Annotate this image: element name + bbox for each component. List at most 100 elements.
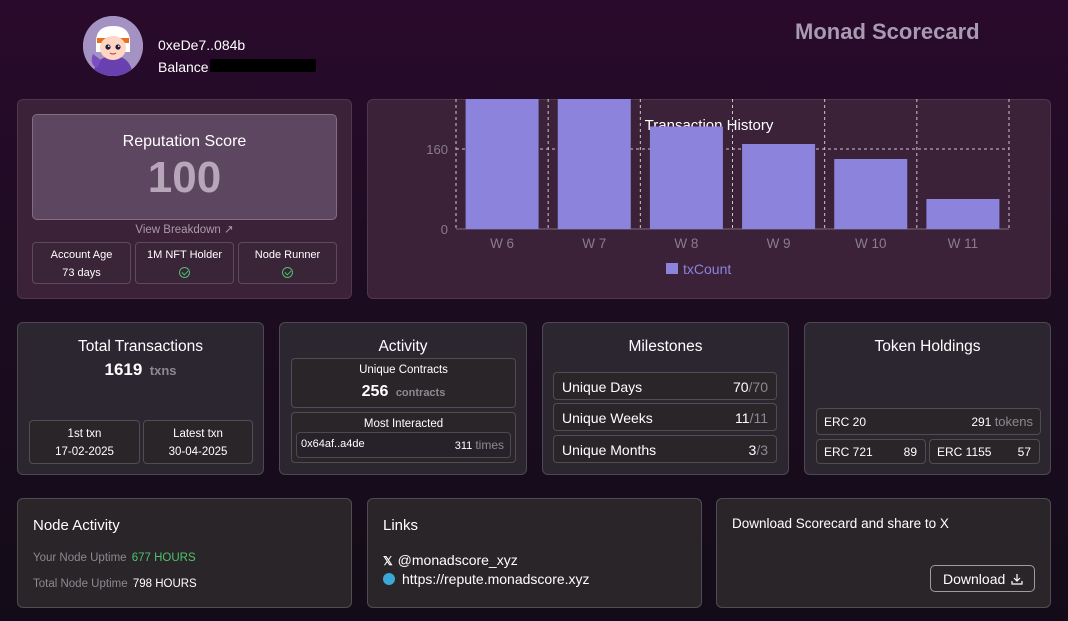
latest-txn-label: Latest txn	[173, 428, 223, 440]
legend-swatch	[666, 263, 678, 274]
nft-holder-badge: 1M NFT Holder	[135, 242, 234, 284]
unique-contracts-box: Unique Contracts 256 contracts	[291, 358, 516, 408]
erc20-value: 291	[971, 415, 992, 429]
erc1155-box: ERC 1155 57	[929, 439, 1040, 464]
download-text: Download Scorecard and share to X	[732, 516, 949, 531]
erc721-box: ERC 721 89	[816, 439, 926, 464]
erc721-value: 89	[903, 445, 917, 459]
chart-bar	[465, 99, 539, 229]
x-tick-label: W 9	[767, 236, 791, 251]
links-card: Links 𝕏 @monadscore_xyz https://repute.mo…	[367, 498, 702, 608]
milestones-title: Milestones	[628, 338, 703, 355]
activity-title: Activity	[378, 338, 428, 355]
milestone-row-months: Unique Months 3/3	[553, 435, 777, 463]
check-circle-icon	[282, 267, 293, 278]
unique-contracts-label: Unique Contracts	[359, 364, 448, 376]
globe-icon	[383, 573, 395, 585]
milestone-total: /70	[748, 379, 768, 395]
milestone-label: Unique Days	[562, 379, 643, 395]
chart-bar	[557, 99, 631, 229]
y-tick-label: 0	[441, 222, 448, 237]
account-age-label: Account Age	[50, 249, 113, 261]
first-txn-label: 1st txn	[67, 428, 102, 440]
most-interacted-row: 0x64af..a4de 311 times	[296, 432, 511, 458]
most-interacted-address[interactable]: 0x64af..a4de	[301, 438, 365, 450]
unique-contracts-unit: contracts	[395, 387, 446, 399]
erc20-box: ERC 20 291 tokens	[816, 408, 1041, 435]
reputation-title: Reputation Score	[122, 133, 247, 150]
total-transactions-count: 1619	[104, 360, 143, 379]
reputation-score-box: Reputation Score 100	[32, 114, 337, 220]
most-interacted-box: Most Interacted 0x64af..a4de 311 times	[291, 412, 516, 463]
milestone-row-weeks: Unique Weeks 11/11	[553, 403, 777, 431]
x-tick-label: W 6	[490, 236, 514, 251]
latest-txn-date: 30-04-2025	[168, 446, 228, 458]
x-logo-icon: 𝕏	[383, 554, 393, 568]
activity-card: Activity Unique Contracts 256 contracts …	[279, 322, 527, 475]
y-tick-label: 160	[426, 142, 448, 157]
account-age-value: 73 days	[62, 267, 101, 279]
node-activity-card: Node Activity Your Node Uptime 677 HOURS…	[17, 498, 352, 608]
erc20-label: ERC 20	[824, 415, 867, 429]
erc1155-label: ERC 1155	[937, 445, 992, 459]
website-link[interactable]: https://repute.monadscore.xyz	[383, 571, 590, 587]
download-button[interactable]: Download	[930, 565, 1035, 592]
links-title: Links	[383, 517, 419, 534]
total-transactions-unit: txns	[149, 363, 177, 378]
milestone-label: Unique Months	[562, 442, 657, 458]
node-runner-label: Node Runner	[254, 249, 321, 261]
total-uptime-label: Total Node Uptime	[33, 578, 128, 590]
check-circle-icon	[179, 267, 190, 278]
node-activity-title: Node Activity	[33, 517, 120, 534]
avatar	[83, 16, 143, 76]
x-link[interactable]: 𝕏 @monadscore_xyz	[383, 552, 518, 568]
brand-title: Monad Scorecard	[795, 19, 980, 44]
your-uptime-value: 677 HOURS	[131, 552, 196, 564]
milestone-total: /3	[756, 442, 768, 458]
total-uptime-value: 798 HOURS	[132, 578, 197, 590]
milestone-label: Unique Weeks	[562, 410, 653, 426]
milestone-total: /11	[749, 410, 768, 426]
erc20-unit: tokens	[994, 414, 1033, 429]
download-icon	[1011, 574, 1023, 585]
first-txn-box: 1st txn 17-02-2025	[29, 420, 140, 464]
most-interacted-unit: times	[475, 438, 504, 452]
most-interacted-count: 311	[454, 440, 473, 452]
download-label: Download	[943, 571, 1006, 587]
your-uptime-label: Your Node Uptime	[33, 552, 127, 564]
total-transactions-card: Total Transactions 1619 txns 1st txn 17-…	[17, 322, 264, 475]
milestone-value: 11	[735, 410, 750, 426]
unique-contracts-value: 256	[361, 383, 389, 400]
milestone-row-days: Unique Days 70/70	[553, 372, 777, 400]
token-holdings-title: Token Holdings	[874, 338, 981, 355]
chart-bar	[926, 199, 1000, 229]
erc1155-value: 57	[1017, 445, 1031, 459]
balance-label: Balance	[158, 59, 209, 75]
x-tick-label: W 8	[674, 236, 698, 251]
latest-txn-box: Latest txn 30-04-2025	[143, 420, 253, 464]
x-tick-label: W 10	[855, 236, 887, 251]
nft-holder-label: 1M NFT Holder	[147, 249, 222, 261]
reputation-score: 100	[147, 153, 222, 202]
balance-redacted	[210, 59, 316, 72]
legend-label: txCount	[683, 261, 731, 277]
chart-bar	[742, 144, 816, 229]
x-tick-label: W 11	[948, 236, 979, 251]
milestone-value: 70	[732, 379, 749, 395]
total-transactions-title: Total Transactions	[78, 338, 203, 355]
first-txn-date: 17-02-2025	[55, 446, 114, 458]
milestone-value: 3	[748, 442, 757, 458]
cartoon-avatar-icon	[83, 16, 143, 76]
x-tick-label: W 7	[582, 236, 606, 251]
token-holdings-card: Token Holdings ERC 20 291 tokens ERC 721…	[804, 322, 1051, 475]
most-interacted-label: Most Interacted	[363, 418, 444, 430]
website-url: https://repute.monadscore.xyz	[402, 571, 590, 587]
wallet-address: 0xeDe7..084b	[158, 37, 246, 53]
account-age-badge: Account Age 73 days	[32, 242, 131, 284]
erc721-label: ERC 721	[824, 445, 873, 459]
view-breakdown-link[interactable]: View Breakdown ↗	[135, 224, 234, 236]
chart-bar	[834, 159, 908, 229]
node-runner-badge: Node Runner	[238, 242, 337, 284]
x-handle: @monadscore_xyz	[397, 552, 518, 568]
